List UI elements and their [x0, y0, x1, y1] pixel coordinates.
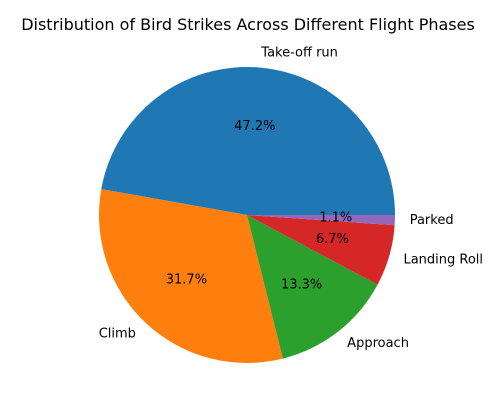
pie-category-label-approach: Approach: [347, 336, 409, 351]
pie-category-label-take-off-run: Take-off run: [260, 45, 338, 60]
pie-slices: [99, 66, 396, 363]
pie-labels: 47.2% Take-off run 31.7% Climb 13.3% Approach…: [99, 45, 483, 350]
pie-slice-climb: [99, 189, 283, 363]
pie-slice-parked: [247, 215, 396, 226]
pie-slice-take-off-run: [101, 66, 395, 215]
pie-slice-approach: [247, 215, 378, 359]
chart-title: Distribution of Bird Strikes Across Diff…: [21, 15, 475, 34]
pie-pct-label-approach: 13.3%: [281, 277, 322, 292]
pie-category-label-landing-roll: Landing Roll: [403, 252, 483, 267]
pie-pct-label-parked: 1.1%: [319, 211, 352, 226]
pie-category-label-climb: Climb: [99, 327, 136, 342]
pie-pct-label-climb: 31.7%: [166, 272, 207, 287]
pie-slice-landing-roll: [247, 215, 395, 285]
pie-pct-label-landing-roll: 6.7%: [316, 232, 349, 247]
pie-category-label-parked: Parked: [410, 213, 454, 228]
pie-pct-label-take-off-run: 47.2%: [234, 119, 275, 134]
